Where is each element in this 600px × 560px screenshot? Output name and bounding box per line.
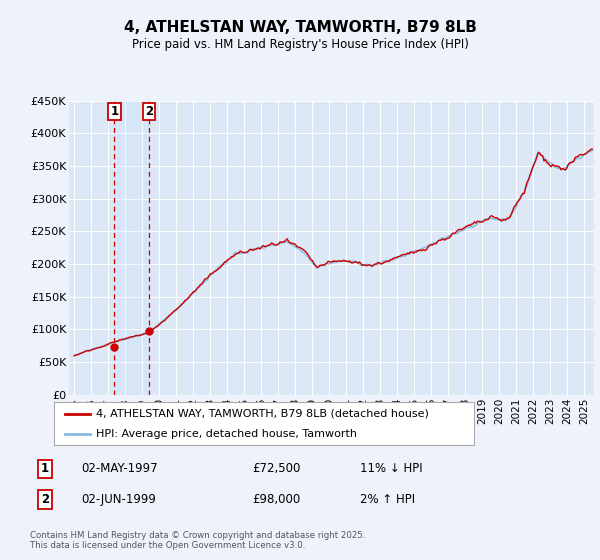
Text: 1: 1 [41,462,49,475]
Bar [115,101,149,395]
Text: 2: 2 [145,105,153,118]
Text: £72,500: £72,500 [252,462,301,475]
Text: Price paid vs. HM Land Registry's House Price Index (HPI): Price paid vs. HM Land Registry's House … [131,38,469,51]
Text: £98,000: £98,000 [252,493,300,506]
Text: 2% ↑ HPI: 2% ↑ HPI [360,493,415,506]
Text: 02-MAY-1997: 02-MAY-1997 [81,462,158,475]
Text: HPI: Average price, detached house, Tamworth: HPI: Average price, detached house, Tamw… [96,430,357,439]
Text: 02-JUN-1999: 02-JUN-1999 [81,493,156,506]
Text: 4, ATHELSTAN WAY, TAMWORTH, B79 8LB (detached house): 4, ATHELSTAN WAY, TAMWORTH, B79 8LB (det… [96,409,429,419]
Text: 4, ATHELSTAN WAY, TAMWORTH, B79 8LB: 4, ATHELSTAN WAY, TAMWORTH, B79 8LB [124,20,476,35]
Text: Contains HM Land Registry data © Crown copyright and database right 2025.
This d: Contains HM Land Registry data © Crown c… [30,531,365,550]
Text: 11% ↓ HPI: 11% ↓ HPI [360,462,422,475]
Text: 1: 1 [110,105,118,118]
Text: 2: 2 [41,493,49,506]
